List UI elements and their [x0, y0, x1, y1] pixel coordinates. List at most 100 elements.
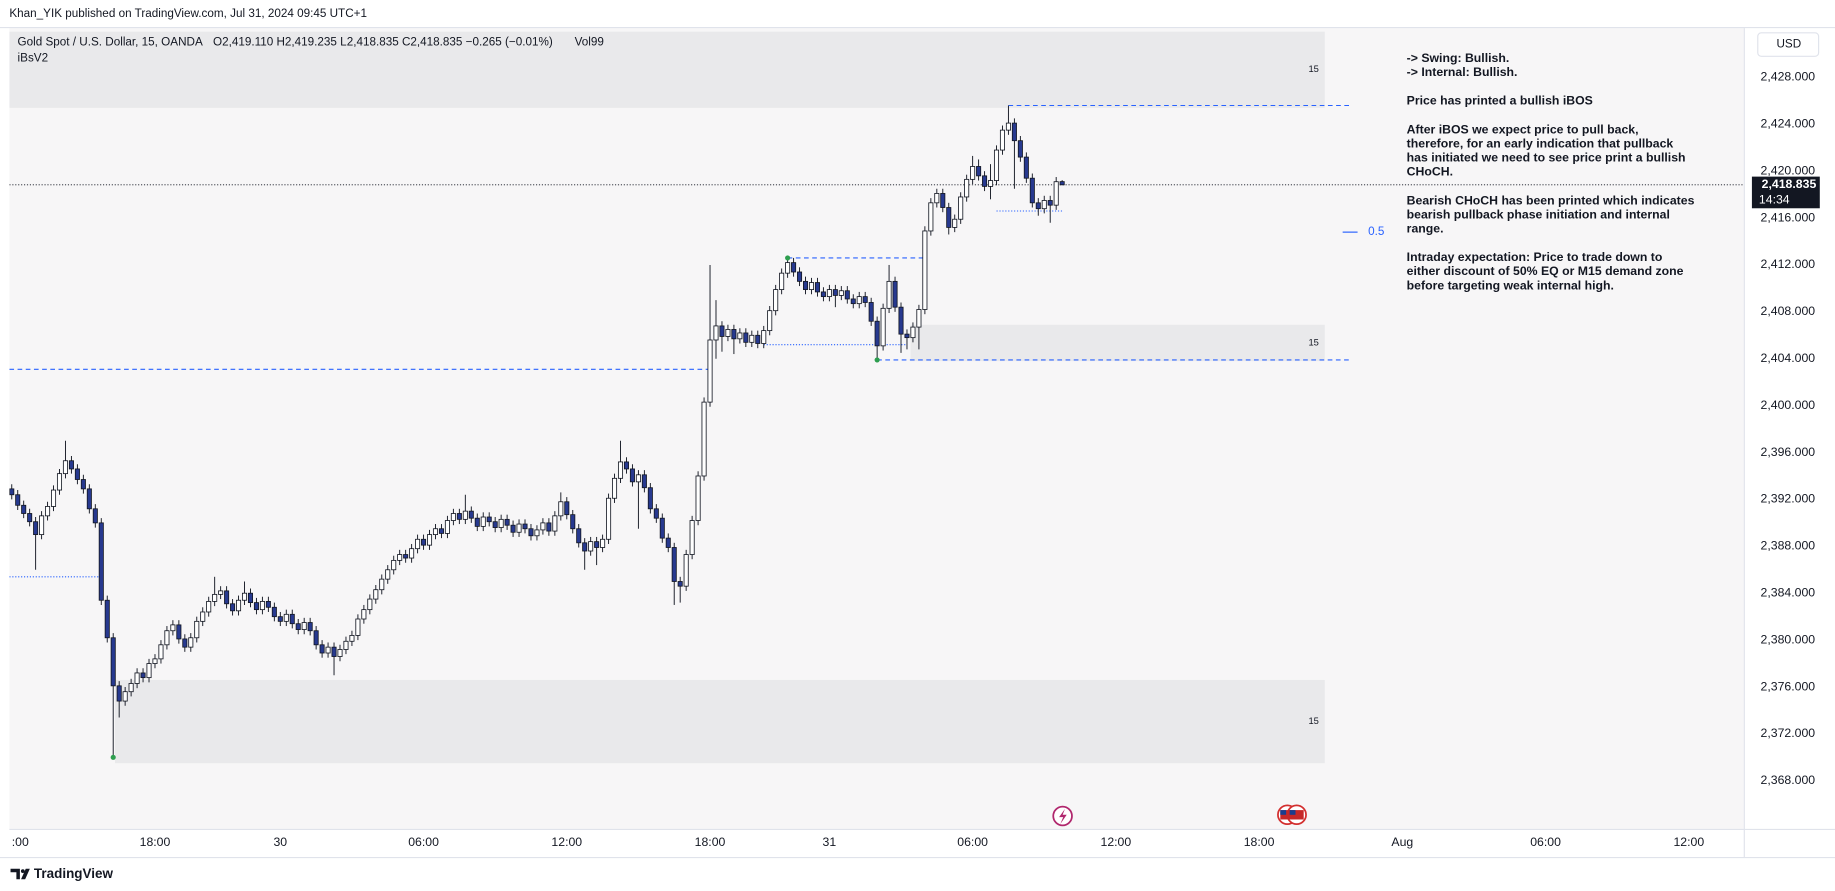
note-line: Bearish CHoCH has been printed which ind…: [1407, 193, 1695, 207]
x-tick-label: Aug: [1391, 835, 1413, 849]
candle-body: [462, 510, 468, 520]
candle-body: [868, 302, 874, 322]
candle-body: [104, 599, 110, 639]
candle-body: [438, 528, 444, 534]
candle-body: [51, 489, 57, 507]
x-tick-label: 12:00: [1101, 835, 1132, 849]
candle-body: [982, 175, 988, 187]
note-line: Price has printed a bullish iBOS: [1407, 94, 1593, 108]
zone-label: 15: [1308, 716, 1318, 726]
brand-name: TradingView: [34, 866, 114, 881]
candle-body: [337, 649, 343, 657]
candle-body: [671, 547, 677, 582]
candle-body: [731, 329, 737, 340]
candle-body: [582, 542, 588, 552]
candle-body: [176, 624, 182, 640]
candle-body: [898, 306, 904, 335]
candle-body: [367, 598, 373, 611]
candle-body: [653, 508, 659, 519]
candle-body: [952, 218, 958, 228]
candle-body: [206, 601, 212, 613]
candle-body: [212, 593, 218, 602]
candle-body: [444, 520, 450, 534]
zone: [910, 324, 1325, 362]
candle-body: [820, 291, 826, 298]
candle-body: [910, 326, 916, 339]
y-tick-label: 2,368.000: [1761, 773, 1816, 787]
candle-body: [689, 520, 695, 555]
candle-body: [1053, 181, 1059, 206]
candle-body: [230, 603, 236, 612]
y-tick-label: 2,376.000: [1761, 679, 1816, 693]
candle-body: [826, 289, 832, 298]
candle-body: [480, 516, 486, 527]
candle-body: [928, 202, 934, 232]
pivot-point: [785, 255, 791, 261]
candle-body: [635, 474, 641, 483]
candle-body: [385, 569, 391, 580]
candle-body: [200, 611, 206, 622]
candle-body: [74, 468, 80, 480]
zone: [9, 31, 1325, 108]
candle-body: [623, 461, 629, 470]
candle-body: [110, 637, 116, 687]
candle-body: [850, 298, 856, 305]
candle-body: [838, 290, 844, 296]
candle-body: [391, 559, 397, 571]
volume: Vol99: [575, 35, 604, 48]
candle-body: [456, 513, 462, 520]
note-line: -> Internal: Bullish.: [1407, 65, 1518, 79]
candle-body: [313, 630, 319, 646]
candle-body: [713, 325, 719, 341]
candle-body: [940, 193, 946, 208]
candle-body: [39, 515, 45, 536]
candle-body: [749, 334, 755, 343]
candle-body: [832, 289, 838, 296]
x-tick-label: 31: [823, 835, 837, 849]
candle-body: [224, 590, 230, 605]
currency-label[interactable]: USD: [1776, 38, 1801, 51]
candle-body: [80, 479, 86, 490]
candle-body: [307, 622, 313, 632]
candle-body: [403, 554, 409, 559]
candle-body: [468, 510, 474, 519]
candle-body: [277, 616, 283, 622]
candle-body: [886, 280, 892, 309]
zone-label: 15: [1308, 337, 1318, 347]
candle-body: [970, 166, 976, 180]
note-line: -> Swing: Bullish.: [1407, 51, 1510, 65]
y-tick-label: 2,396.000: [1761, 445, 1816, 459]
note-line: After iBOS we expect price to pull back,: [1407, 122, 1639, 136]
zone-label: 15: [1308, 64, 1318, 74]
candle-body: [1029, 177, 1035, 204]
candle-body: [1059, 181, 1065, 186]
candle-body: [576, 528, 582, 544]
note-line: Intraday expectation: Price to trade dow…: [1407, 250, 1663, 264]
candle-body: [880, 307, 886, 347]
candle-body: [534, 529, 540, 537]
candle-body: [988, 180, 994, 187]
candle-body: [128, 683, 134, 693]
note-line: either discount of 50% EQ or M15 demand …: [1407, 264, 1684, 278]
pivot-point: [874, 357, 880, 363]
candle-body: [785, 262, 791, 274]
currency-button[interactable]: [1757, 32, 1820, 57]
candle-body: [695, 475, 701, 521]
candle-body: [450, 513, 456, 521]
candle-body: [540, 522, 546, 531]
y-tick-label: 2,416.000: [1761, 210, 1816, 224]
candle-body: [617, 461, 624, 479]
candle-body: [761, 330, 767, 344]
candle-body: [594, 541, 600, 548]
candle-body: [946, 207, 952, 228]
candle-body: [301, 622, 307, 630]
candle-body: [791, 262, 797, 273]
candle-body: [612, 477, 618, 499]
candle-body: [844, 290, 850, 300]
candle-body: [283, 613, 289, 622]
y-tick-label: 2,408.000: [1761, 304, 1816, 318]
y-tick-label: 2,388.000: [1761, 539, 1816, 553]
economic-event-flags: [1277, 804, 1307, 826]
